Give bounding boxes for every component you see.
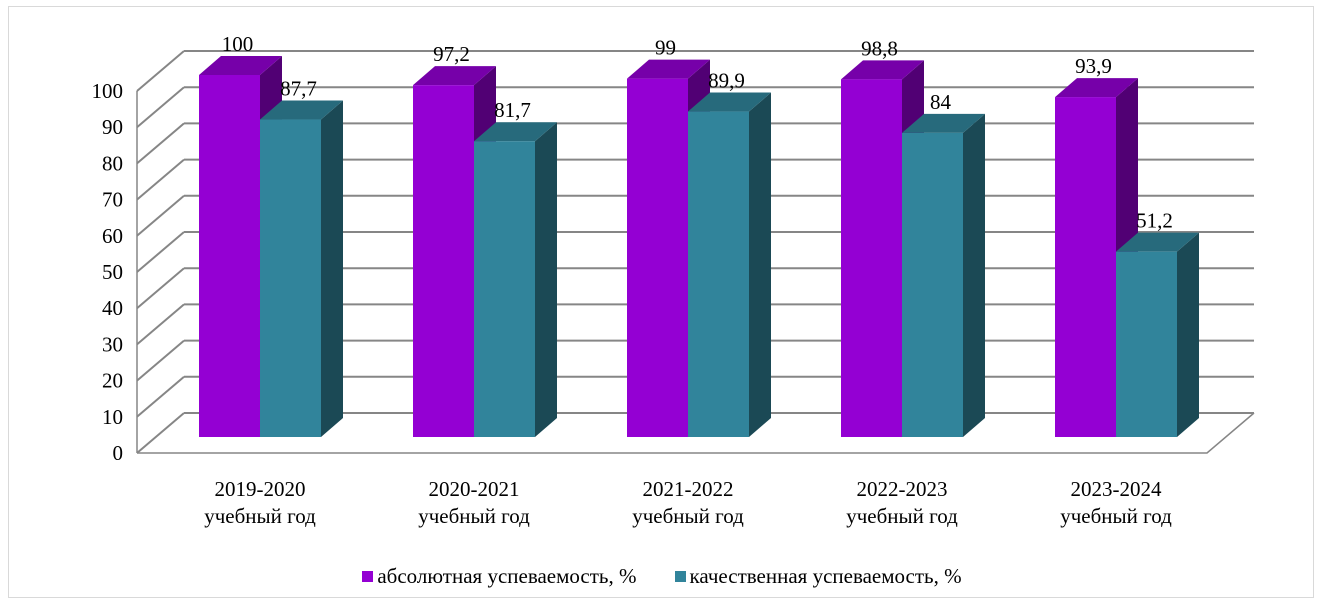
- data-label: 51,2: [1136, 209, 1173, 233]
- gridline-side: [136, 412, 185, 454]
- y-tick-label: 20: [102, 369, 123, 393]
- data-label: 84: [930, 90, 952, 114]
- legend-item-quality: качественная успеваемость, %: [674, 564, 962, 589]
- bar-side: [749, 92, 771, 437]
- y-tick-label: 80: [102, 151, 123, 175]
- data-label: 100: [222, 32, 254, 56]
- x-tick-label: 2021-2022 учебный год: [632, 477, 744, 528]
- y-tick-label: 50: [102, 260, 123, 284]
- bar-top: [902, 113, 985, 133]
- gridline-side: [136, 195, 185, 237]
- legend: абсолютная успеваемость, % качественная …: [0, 564, 1324, 589]
- gridline-side: [136, 267, 185, 309]
- gridline-side: [136, 339, 185, 382]
- bar-top: [474, 122, 557, 142]
- bar: [841, 79, 902, 438]
- bar-side: [321, 100, 343, 437]
- data-label: 87,7: [280, 77, 317, 101]
- bar: [902, 132, 963, 438]
- x-tick-label: 2019-2020 учебный год: [204, 477, 316, 528]
- y-tick-label: 30: [102, 332, 123, 356]
- legend-item-absolute: абсолютная успеваемость, %: [362, 564, 637, 589]
- gridline-side: [136, 50, 185, 92]
- bar: [474, 141, 535, 437]
- x-tick-label: 2022-2023 учебный год: [846, 477, 958, 528]
- bar: [413, 85, 474, 438]
- y-tick-label: 90: [102, 115, 123, 139]
- bar-top: [1055, 78, 1138, 98]
- legend-swatch-absolute: [362, 571, 374, 582]
- y-tick-label: 0: [113, 441, 124, 465]
- legend-swatch-quality: [674, 571, 686, 582]
- bar: [199, 75, 260, 437]
- y-tick-label: 40: [102, 296, 123, 320]
- bar-top: [260, 100, 343, 120]
- bar-top: [199, 56, 282, 75]
- y-tick-label: 10: [102, 405, 123, 429]
- bar-side: [1177, 232, 1199, 437]
- bar-top: [688, 92, 771, 112]
- data-label: 81,7: [494, 98, 531, 122]
- bar-top: [841, 60, 924, 80]
- data-label: 89,9: [708, 69, 745, 93]
- data-label: 97,2: [433, 42, 470, 66]
- bar-top: [413, 66, 496, 86]
- y-tick-label: 60: [102, 224, 123, 248]
- bar: [627, 78, 688, 438]
- floor-outline: [137, 412, 1255, 454]
- bar-side: [963, 113, 985, 438]
- data-label: 93,9: [1075, 54, 1112, 78]
- gridline-side: [136, 122, 185, 165]
- gridline-side: [136, 376, 185, 418]
- gridline-side: [136, 86, 185, 128]
- x-tick-label: 2023-2024 учебный год: [1060, 477, 1172, 528]
- legend-label-quality: качественная успеваемость, %: [689, 564, 962, 588]
- bar: [1116, 251, 1177, 437]
- y-tick-label: 100: [92, 79, 124, 103]
- data-label: 99: [655, 36, 676, 60]
- x-tick-label: 2020-2021 учебный год: [418, 477, 530, 528]
- bar: [1055, 97, 1116, 437]
- y-tick-label: 70: [102, 188, 123, 212]
- gridline-side: [136, 231, 185, 273]
- bar: [260, 119, 321, 437]
- gridline-side: [136, 158, 185, 201]
- data-label: 98,8: [861, 36, 898, 60]
- bar-top: [1116, 232, 1199, 252]
- bar-top: [627, 59, 710, 79]
- legend-label-absolute: абсолютная успеваемость, %: [377, 564, 637, 588]
- gridline-side: [136, 303, 185, 346]
- bar-side: [535, 122, 557, 437]
- bar: [688, 111, 749, 437]
